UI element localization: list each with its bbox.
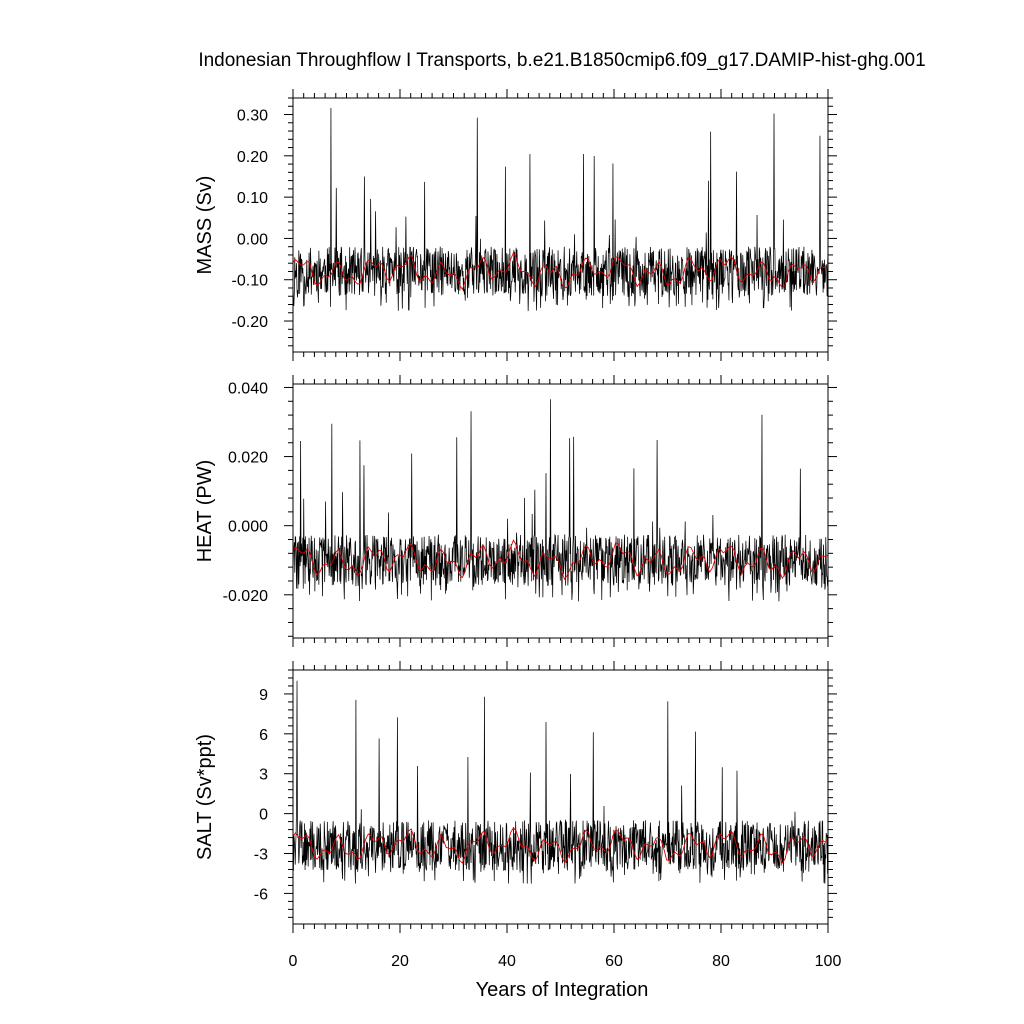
y-tick-label: -0.10 [232,273,269,290]
y-tick-label: 9 [259,687,268,704]
y-tick-label: 0 [259,807,268,824]
y-tick-label: 0.10 [237,190,268,207]
y-tick-label: -6 [254,886,268,903]
y-tick-label: 0.020 [228,450,268,467]
x-axis-label: Years of Integration [476,979,649,1001]
y-tick-label: 3 [259,767,268,784]
series-smoothed-line [293,539,828,581]
series-monthly-line [293,107,828,311]
series-smoothed-line [293,251,828,291]
y-tick-label: 0.30 [237,108,268,125]
plot-frame [292,383,829,639]
y-tick-label: 0.000 [228,519,268,536]
y-axis-label: HEAT (PW) [194,460,216,563]
plot-frame [292,97,829,353]
y-tick-label: 0.040 [228,380,268,397]
panel-2: 9 6 3 0 -3 -6 SALT (Sv*ppt) [194,661,837,933]
series-smoothed-line [293,827,828,864]
x-tick-label: 40 [498,953,516,970]
x-tick-label: 60 [605,953,623,970]
plot-frame [292,669,829,925]
x-tick-label: 100 [815,953,842,970]
y-tick-label: -3 [254,847,268,864]
y-tick-label: -0.20 [232,314,269,331]
y-axis-label: MASS (Sv) [194,176,216,275]
y-tick-label: 0.00 [237,231,268,248]
panel-0: 0.30 0.20 0.10 0.00 -0.10 -0.20 MASS (Sv) [194,89,837,361]
y-axis-label: SALT (Sv*ppt) [194,734,216,860]
series-monthly-line [293,680,828,884]
y-tick-label: -0.020 [223,588,268,605]
panel-1: 0.040 0.020 0.000 -0.020 HEAT (PW) [194,375,837,647]
x-tick-label: 80 [712,953,730,970]
x-tick-label: 0 [289,953,298,970]
x-tick-label: 20 [391,953,409,970]
y-tick-label: 6 [259,727,268,744]
panels: 0.30 0.20 0.10 0.00 -0.10 -0.20 MASS (Sv) 0.040… [194,89,841,970]
chart-title: Indonesian Throughflow I Transports, b.e… [198,50,925,71]
series-monthly-line [293,399,828,602]
y-tick-label: 0.20 [237,149,268,166]
